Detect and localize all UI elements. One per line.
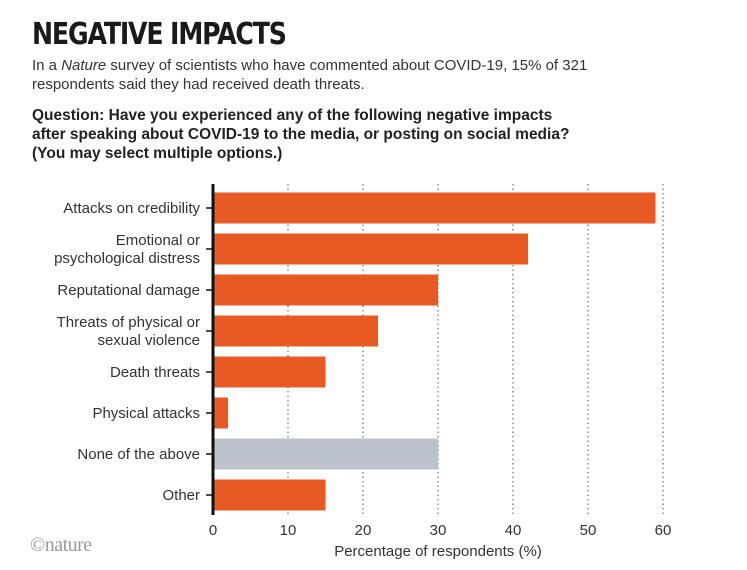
x-tick-label: 20 [355, 522, 372, 539]
question-line: after speaking about COVID-19 to the med… [32, 126, 570, 143]
question-line: (You may select multiple options.) [32, 145, 283, 162]
subtitle-post: survey of scientists who have commented … [32, 57, 588, 93]
category-label: Emotional or [116, 232, 200, 249]
category-label: Attacks on credibility [63, 200, 200, 217]
bar [213, 192, 656, 224]
x-tick-label: 30 [430, 522, 447, 539]
bar [213, 397, 228, 429]
category-label: Other [162, 487, 200, 504]
x-tick-label: 0 [209, 522, 217, 539]
bar [213, 315, 378, 347]
bar [213, 233, 528, 265]
category-label: Physical attacks [92, 405, 200, 422]
bar [213, 356, 326, 388]
category-label: Threats of physical or [57, 314, 200, 331]
bar [213, 274, 438, 306]
category-label: Reputational damage [57, 282, 200, 299]
bar [213, 479, 326, 511]
chart-subtitle: In a Nature survey of scientists who hav… [32, 56, 592, 94]
x-tick-label: 40 [505, 522, 522, 539]
category-label: None of the above [77, 446, 200, 463]
x-axis-title: Percentage of respondents (%) [334, 543, 542, 560]
survey-question: Question: Have you experienced any of th… [32, 106, 632, 163]
x-tick-label: 50 [580, 522, 597, 539]
x-tick-label: 60 [655, 522, 672, 539]
category-label: sexual violence [97, 332, 200, 349]
bar [213, 438, 438, 470]
category-label: Death threats [110, 364, 200, 381]
chart-title: NEGATIVE IMPACTS [32, 17, 287, 52]
x-tick-label: 10 [280, 522, 297, 539]
category-label: psychological distress [54, 250, 200, 267]
nature-logo: ©nature [30, 534, 92, 556]
subtitle-pre: In a [32, 57, 62, 74]
subtitle-nature: Nature [61, 57, 107, 74]
question-line: Question: Have you experienced any of th… [32, 107, 553, 124]
